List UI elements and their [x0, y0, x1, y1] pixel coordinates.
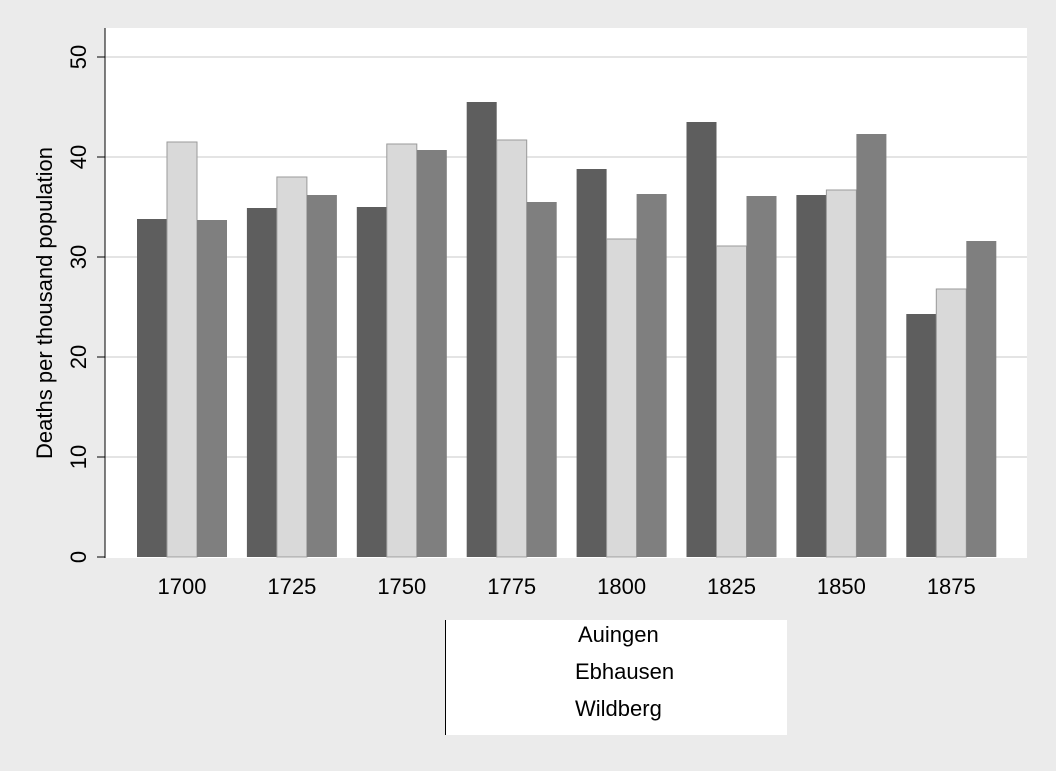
- legend: Auingen Ebhausen Wildberg: [445, 620, 787, 735]
- x-tick-label: 1750: [377, 574, 426, 599]
- legend-label-ebhausen: Ebhausen: [575, 659, 675, 684]
- bar-auingen-1850: [796, 195, 827, 557]
- bar-wildberg-1775: [526, 202, 557, 557]
- bar-wildberg-1850: [856, 134, 887, 557]
- y-tick-label: 0: [66, 551, 91, 563]
- x-tick-label: 1700: [158, 574, 207, 599]
- bar-auingen-1775: [466, 102, 497, 557]
- bar-ebhausen-1800: [606, 238, 638, 558]
- bar-ebhausen-1825: [716, 245, 747, 558]
- bar-ebhausen-1725: [276, 176, 308, 558]
- x-tick-label: 1725: [267, 574, 316, 599]
- bar-wildberg-1700: [197, 220, 227, 557]
- bar-auingen-1750: [356, 207, 387, 557]
- x-axis-tick-labels: 1700 1725 1750 1775 1800 1825 1850 1875: [158, 574, 976, 599]
- x-tick-label: 1825: [707, 574, 756, 599]
- bar-ebhausen-1775: [496, 139, 528, 558]
- legend-label-auingen: Auingen: [578, 622, 659, 647]
- plot-area: [105, 28, 1027, 558]
- x-tick-label: 1775: [487, 574, 536, 599]
- bar-ebhausen-1850: [825, 189, 857, 558]
- bar-auingen-1800: [576, 169, 607, 557]
- bars: [137, 102, 997, 558]
- y-tick-label: 10: [66, 445, 91, 469]
- bar-auingen-1725: [246, 208, 277, 557]
- bar-wildberg-1750: [416, 150, 447, 557]
- bar-auingen-1875: [906, 314, 937, 557]
- bar-ebhausen-1875: [935, 288, 967, 558]
- bar-wildberg-1800: [636, 194, 667, 557]
- bar-ebhausen-1750: [386, 143, 418, 558]
- y-tick-label: 50: [66, 45, 91, 69]
- y-tick-label: 30: [66, 245, 91, 269]
- x-tick-label: 1875: [927, 574, 976, 599]
- bar-auingen-1700: [137, 219, 167, 557]
- y-axis-label: Deaths per thousand population: [32, 147, 57, 459]
- bar-wildberg-1725: [306, 195, 337, 557]
- legend-label-wildberg: Wildberg: [575, 696, 662, 721]
- bar-wildberg-1825: [746, 196, 777, 557]
- y-axis-ticks: 0 10 20 30 40 50: [66, 45, 105, 563]
- bar-ebhausen-1700: [166, 141, 198, 558]
- x-tick-label: 1800: [597, 574, 646, 599]
- bar-auingen-1825: [686, 122, 717, 557]
- y-tick-label: 40: [66, 145, 91, 169]
- x-tick-label: 1850: [817, 574, 866, 599]
- y-tick-label: 20: [66, 345, 91, 369]
- bar-wildberg-1875: [966, 241, 997, 557]
